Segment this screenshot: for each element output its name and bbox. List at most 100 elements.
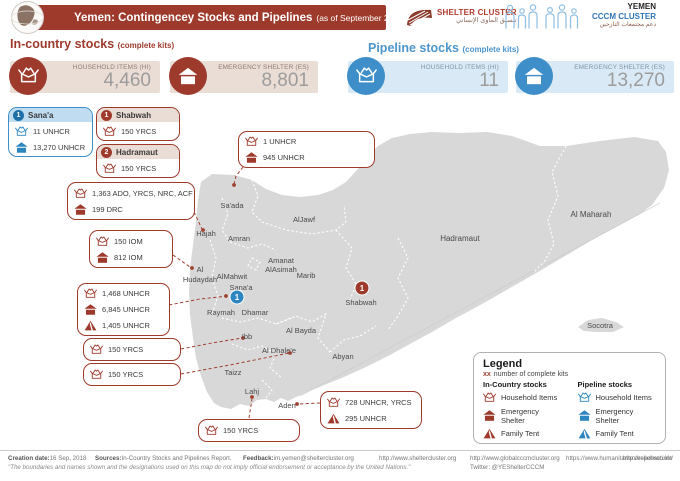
map-label-amran: Amran <box>228 234 250 243</box>
callout-value: 1 UNHCR <box>263 137 297 146</box>
callout-dhalee: 150 YRCS <box>83 363 181 386</box>
callout-hadramaut: 2 Hadramaut 150 YRCS <box>96 144 180 178</box>
callout-number: 1 <box>101 109 112 121</box>
callout-hajjah: 1,363 ADO, YRCS, NRC, ACF 199 DRC <box>67 182 195 220</box>
legend-label: Household Items <box>595 393 652 402</box>
connector-lines <box>168 166 321 419</box>
stat-value: 4,460 <box>103 69 151 91</box>
legend-label: Family Tent <box>501 429 540 438</box>
family-tent-icon <box>84 319 97 332</box>
map-label-aldhalee: Al Dhale'e <box>262 346 296 355</box>
shelter-cluster-arabic: تنسيق المأوى الإنساني <box>456 17 517 25</box>
cccm-arabic: دعم مجتمعات النازحين <box>599 22 656 28</box>
humanitarianresponse-url[interactable]: https://www.humanitarianresponse.info <box>566 455 673 462</box>
household-items-icon <box>103 162 116 175</box>
globalcccm-url[interactable]: http://www.globalcccmcluster.org <box>470 455 560 462</box>
emergency-shelter-icon <box>84 303 97 316</box>
stat-label: HOUSEHOLD ITEMS (HI) <box>420 63 499 71</box>
callout-value: 812 IOM <box>114 253 143 262</box>
callout-sanaa-pipeline: 1 Sana'a 11 UNHCR 13,270 UNHCR <box>8 107 93 157</box>
household-items-icon <box>9 56 47 95</box>
connector-dots <box>190 183 299 406</box>
disclaimer: "The boundaries and names shown and the … <box>8 464 411 471</box>
faint-line <box>299 202 661 397</box>
callout-value: 11 UNHCR <box>33 126 70 136</box>
in-country-stocks-title: In-country stocks (complete kits) <box>10 37 175 51</box>
map-label-saada: Sa'ada <box>220 201 244 210</box>
family-tent-icon <box>327 412 340 425</box>
household-items-icon <box>15 125 28 138</box>
socotra-island <box>578 318 624 332</box>
emergency-shelter-icon <box>515 56 553 95</box>
emergency-shelter-icon <box>74 203 87 216</box>
household-items-icon <box>90 368 103 381</box>
legend-pipeline-column: Pipeline stocks Household Items Emergenc… <box>577 380 657 443</box>
callout-hudaydah: 150 IOM 812 IOM <box>89 230 173 268</box>
stat-incountry-household: HOUSEHOLD ITEMS (HI) 4,460 <box>9 56 160 95</box>
title-banner: Yemen: Contingencey Stocks and Pipelines… <box>28 5 406 30</box>
sources: Sources: In-Country Stocks and Pipelines… <box>95 455 232 462</box>
family-tent-icon <box>483 427 496 440</box>
callout-value: 1,363 ADO, YRCS, NRC, ACF <box>92 189 193 198</box>
callout-value: 728 UNHCR, YRCS <box>345 398 412 407</box>
callout-number: 2 <box>101 146 112 158</box>
twitter-handle[interactable]: Twitter: @YEShelterCCCM <box>470 464 545 471</box>
cccm-country-label: YEMEN <box>627 2 656 11</box>
household-items-icon <box>96 235 109 248</box>
map-label-taizz: Taizz <box>224 368 241 377</box>
callout-sanaa-instock: 1,468 UNHCR 6,845 UNHCR 1,405 UNHCR <box>77 283 170 336</box>
map-label-almahwit: AlMahwit <box>217 272 248 281</box>
map-label-amanat-2: AlAsimah <box>265 265 297 274</box>
callout-value: 1,468 UNHCR <box>102 289 150 298</box>
stat-incountry-shelter: EMERGENCY SHELTER (ES) 8,801 <box>169 56 318 95</box>
feedback: Feedback: im.yemen@sheltercluster.org <box>243 455 354 462</box>
household-items-icon <box>103 125 116 138</box>
map-label-hajah: Hajah <box>196 229 216 238</box>
reliefweb-url[interactable]: http://reliefweb.int/ <box>622 455 673 462</box>
stat-pipeline-household: HOUSEHOLD ITEMS (HI) 11 <box>347 56 508 95</box>
household-items-icon <box>347 56 385 95</box>
map-label-dhamar: Dhamar <box>242 308 269 317</box>
legend: Legend xx number of complete kits In-Coun… <box>473 352 666 444</box>
marker-shabwah-instock: 1 <box>354 280 370 296</box>
cccm-cluster-logo: YEMEN CCCM CLUSTER دعم مجتمعات النازحين <box>502 2 656 30</box>
cccm-people-icon <box>505 4 579 29</box>
map-label-hudaydah-1: Al <box>197 265 204 274</box>
household-items-icon <box>205 424 218 437</box>
callout-value: 150 YRCS <box>108 370 144 379</box>
household-items-icon <box>84 287 97 300</box>
callout-value: 199 DRC <box>92 205 123 214</box>
household-items-icon <box>483 391 496 404</box>
map-label-lahj: Lahj <box>245 387 260 396</box>
sheltercluster-url[interactable]: http://www.sheltercluster.org <box>379 455 457 462</box>
governorate-borders <box>209 145 567 399</box>
map-label-sanaa: Sana'a <box>229 283 253 292</box>
callout-value: 13,270 UNHCR <box>33 142 86 152</box>
callout-value: 150 YRCS <box>108 345 144 354</box>
callout-value: 150 YRCS <box>223 426 259 435</box>
svg-text:1: 1 <box>235 293 240 302</box>
household-items-icon <box>245 135 258 148</box>
marker-sanaa-pipeline: 1 <box>229 289 245 305</box>
callout-lahj: 150 YRCS <box>198 419 300 442</box>
stat-pipeline-shelter: EMERGENCY SHELTER (ES) 13,270 <box>515 56 674 95</box>
household-items-icon <box>327 396 340 409</box>
shelter-cluster-logo-icon <box>407 9 432 26</box>
callout-location: Hadramaut <box>116 147 158 157</box>
shelter-cluster-wordmark: SHELTER CLUSTER <box>437 7 517 17</box>
map-label-abyan: Abyan <box>332 352 353 361</box>
callout-value: 295 UNHCR <box>345 414 387 423</box>
stat-label: EMERGENCY SHELTER (ES) <box>218 63 309 71</box>
legend-title: Legend <box>483 358 523 370</box>
map-label-aden: Aden <box>278 401 296 410</box>
household-items-icon <box>90 343 103 356</box>
feedback-email[interactable]: im.yemen@sheltercluster.org <box>273 455 354 462</box>
callout-value: 150 YRCS <box>121 163 157 173</box>
svg-text:1: 1 <box>360 284 365 293</box>
legend-label: Emergency Shelter <box>501 406 539 425</box>
page-subtitle: (as of September 2018) <box>316 12 406 23</box>
household-items-icon <box>74 187 87 200</box>
emergency-shelter-icon <box>169 56 207 95</box>
legend-label: Household Items <box>501 393 558 402</box>
